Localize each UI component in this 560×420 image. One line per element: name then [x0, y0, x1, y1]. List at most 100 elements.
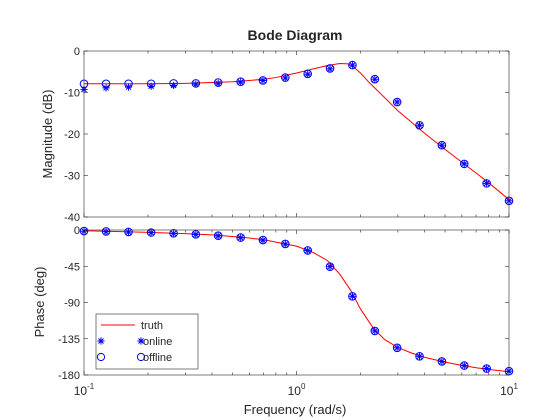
magnitude-offline-point [191, 79, 201, 88]
magnitude-ytick-label: -20 [64, 129, 80, 141]
magnitude-offline-point [348, 60, 357, 70]
phase-ytick-label: -90 [64, 298, 80, 310]
phase-offline-point [236, 233, 245, 242]
magnitude-online-point [192, 80, 200, 88]
magnitude-online-point [460, 160, 468, 168]
phase-y-ticks: 0 -45 -90 -135 -180 [58, 225, 509, 382]
legend-online-star-right [137, 337, 145, 345]
phase-online-point [192, 230, 200, 239]
magnitude-online-point [483, 179, 491, 187]
magnitude-ytick-label: -30 [64, 171, 80, 183]
magnitude-offline-point [370, 74, 380, 84]
magnitude-online-point [326, 65, 334, 73]
phase-offline-point [169, 229, 178, 238]
phase-online-point [371, 327, 379, 335]
legend: truth online offline [95, 313, 199, 370]
phase-ytick-label: -135 [58, 334, 80, 346]
x-axis-label: Frequency (rad/s) [244, 402, 347, 417]
magnitude-offline-point [459, 159, 469, 169]
phase-offline-point [213, 231, 223, 241]
phase-offline-point [281, 239, 290, 249]
magnitude-offline-point [213, 78, 223, 87]
x-tick-label: 100 [288, 382, 306, 398]
magnitude-offline-point [415, 120, 424, 130]
phase-offline-point [437, 357, 447, 366]
magnitude-panel: 0 -10 -20 -30 -40 Magnitude (dB) [40, 46, 514, 224]
magnitude-series [79, 60, 514, 206]
magnitude-online-point [259, 76, 267, 85]
magnitude-online-point [237, 78, 245, 86]
magnitude-ytick-label: -40 [64, 212, 80, 224]
legend-offline-marker-right [136, 352, 146, 362]
phase-online-point [326, 263, 334, 271]
phase-ytick-label: -45 [64, 261, 80, 273]
phase-offline-point [348, 291, 357, 301]
phase-offline-point [482, 364, 491, 373]
legend-box [95, 313, 199, 370]
phase-ytick-label: -180 [58, 370, 80, 382]
phase-online-point [281, 240, 289, 248]
magnitude-offline-point [258, 76, 268, 85]
phase-online-point [415, 352, 424, 360]
phase-online-point [460, 361, 468, 370]
legend-online-star [97, 337, 105, 345]
magnitude-offline-point [169, 79, 178, 88]
magnitude-offline-point [236, 77, 245, 87]
legend-online-marker-right [137, 337, 145, 345]
phase-truth-line [83, 230, 510, 373]
phase-offline-point [370, 326, 380, 336]
magnitude-online-point [393, 98, 401, 106]
phase-offline-point [146, 228, 156, 237]
magnitude-ytick-label: 0 [74, 46, 80, 58]
magnitude-online-point [304, 70, 312, 78]
magnitude-offline-point [101, 79, 111, 89]
x-tick-label: 10-1 [74, 382, 95, 398]
magnitude-ytick-label: -10 [64, 88, 80, 100]
phase-offline-point [101, 227, 111, 236]
magnitude-online-point [214, 79, 222, 87]
chart-title: Bode Diagram [248, 27, 343, 43]
magnitude-online-point [415, 121, 424, 129]
legend-truth-label: truth [141, 320, 163, 332]
magnitude-offline-point [392, 97, 402, 107]
phase-online-point [348, 292, 357, 300]
x-tick-label: 101 [500, 382, 518, 398]
magnitude-online-point [348, 61, 357, 69]
phase-panel: 0 -45 -90 -135 -180 10-1 100 101 Phase (deg) t… [32, 225, 518, 398]
magnitude-online-point [147, 82, 155, 90]
magnitude-offline-point [437, 140, 447, 150]
magnitude-offline-point [281, 73, 290, 82]
phase-ytick-label: 0 [74, 225, 80, 237]
phase-online-point [393, 344, 401, 352]
phase-offline-point [303, 246, 312, 255]
phase-online-point [483, 364, 491, 373]
magnitude-online-point [371, 75, 379, 83]
magnitude-online-point [438, 141, 446, 149]
magnitude-offline-point [146, 79, 156, 89]
phase-x-ticks: 10-1 100 101 [74, 230, 518, 398]
phase-online-point [124, 228, 133, 236]
phase-offline-point [392, 343, 402, 353]
legend-offline-marker [96, 352, 106, 362]
phase-online-point [259, 236, 267, 244]
legend-online-label: online [143, 336, 172, 348]
phase-series [79, 226, 514, 376]
magnitude-online-point [281, 74, 289, 82]
legend-online-marker [97, 337, 105, 345]
magnitude-offline-point [303, 69, 312, 79]
phase-offline-point [325, 262, 335, 271]
phase-online-point [169, 229, 178, 238]
magnitude-offline-point [482, 179, 491, 188]
magnitude-y-ticks: 0 -10 -20 -30 -40 [64, 46, 509, 224]
phase-offline-point [191, 230, 201, 239]
magnitude-offline-point [124, 79, 133, 89]
phase-online-point [237, 234, 245, 242]
legend-offline-label: offline [143, 352, 172, 364]
magnitude-offline-point [325, 64, 335, 73]
phase-y-axis-label: Phase (deg) [32, 267, 47, 338]
phase-offline-point [459, 361, 469, 370]
phase-online-point [147, 229, 155, 237]
magnitude-y-axis-label: Magnitude (dB) [40, 90, 55, 179]
phase-online-point [304, 247, 312, 255]
